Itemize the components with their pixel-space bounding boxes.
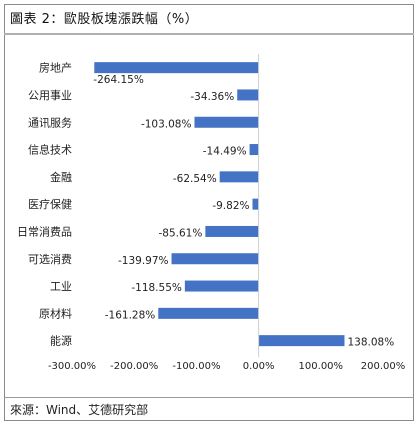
value-label-7: -139.97% [118,255,169,267]
value-label-2: -103.08% [141,118,192,130]
x-tick-label-1: -200.00% [110,361,158,372]
bar-3 [249,144,259,156]
bar-10 [258,335,345,347]
value-label-5: -9.82% [212,200,249,212]
x-tick-label-3: 0.00% [243,361,275,372]
bar-8 [184,280,259,292]
source-divider [4,397,414,398]
bar-6 [205,225,259,237]
value-label-8: -118.55% [131,282,182,294]
title-divider [4,33,414,35]
x-tick-label-2: -100.00% [172,361,220,372]
chart-title: 圖表 2：歐股板塊漲跌幅（%） [10,12,199,27]
source-note: 來源：Wind、艾德研究部 [10,403,149,417]
x-tick-label-5: 200.00% [361,361,406,372]
category-label-0: 房地产 [39,61,72,75]
x-tick-label-4: 100.00% [299,361,344,372]
bar-2 [194,116,259,128]
category-label-4: 金融 [50,170,72,184]
value-label-3: -14.49% [203,146,247,158]
category-label-10: 能源 [50,334,72,348]
bar-9 [158,307,259,319]
bar-4 [219,171,259,183]
category-label-2: 通讯服务 [28,116,72,129]
chart-frame [4,4,414,421]
value-label-6: -85.61% [159,227,203,239]
category-label-8: 工业 [50,280,72,293]
bars-group [94,62,345,347]
bar-5 [252,198,259,210]
category-label-1: 公用事业 [28,89,72,102]
category-label-3: 信息技术 [28,143,72,157]
bar-7 [171,253,259,265]
value-label-0: -264.15% [93,74,144,86]
bar-0 [94,62,259,74]
category-label-6: 日常消费品 [17,224,72,238]
category-label-7: 可选消费 [28,252,72,266]
value-label-1: -34.36% [190,91,234,103]
value-labels-group: -264.15% -34.36% -103.08% -14.49% -62.54% -9.… [93,74,394,349]
value-label-9: -161.28% [105,309,156,321]
category-label-9: 原材料 [39,306,72,320]
x-tick-label-0: -300.00% [48,361,96,372]
value-label-4: -62.54% [173,173,217,185]
x-axis: -300.00% -200.00% -100.00% 0.00% 100.00% 200.… [48,54,405,372]
category-label-5: 医疗保健 [28,197,72,211]
value-label-10: 138.08% [347,337,394,349]
bar-1 [237,89,259,101]
